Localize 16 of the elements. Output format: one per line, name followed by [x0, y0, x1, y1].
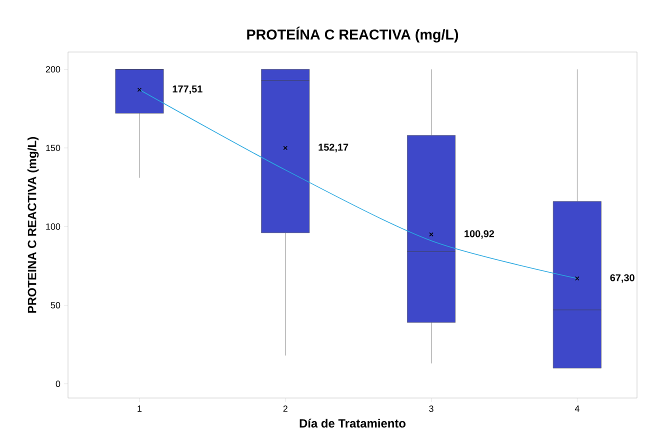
x-tick-label: 1	[138, 406, 142, 412]
annotation: 100,92	[464, 230, 494, 239]
y-axis-title: PROTEINA C REACTIVA (mg/L)	[27, 137, 39, 313]
annotation: 152,17	[318, 144, 348, 152]
y-tick-label: 50	[50, 302, 60, 308]
chart-title: PROTEÍNA C REACTIVA (mg/L)	[247, 26, 458, 43]
x-tick-label: 2	[283, 406, 288, 412]
annotation: 177,51	[172, 86, 202, 94]
x-tick-label: 3	[429, 406, 434, 412]
y-tick-label: 0	[56, 380, 60, 388]
y-tick-label: 200	[46, 66, 60, 72]
y-tick-label: 150	[46, 144, 60, 152]
x-tick-label: 4	[574, 406, 580, 412]
x-axis-title: Día de Tratamiento	[300, 418, 406, 428]
annotation: 67,30	[610, 274, 634, 283]
y-tick-label: 100	[46, 223, 60, 230]
